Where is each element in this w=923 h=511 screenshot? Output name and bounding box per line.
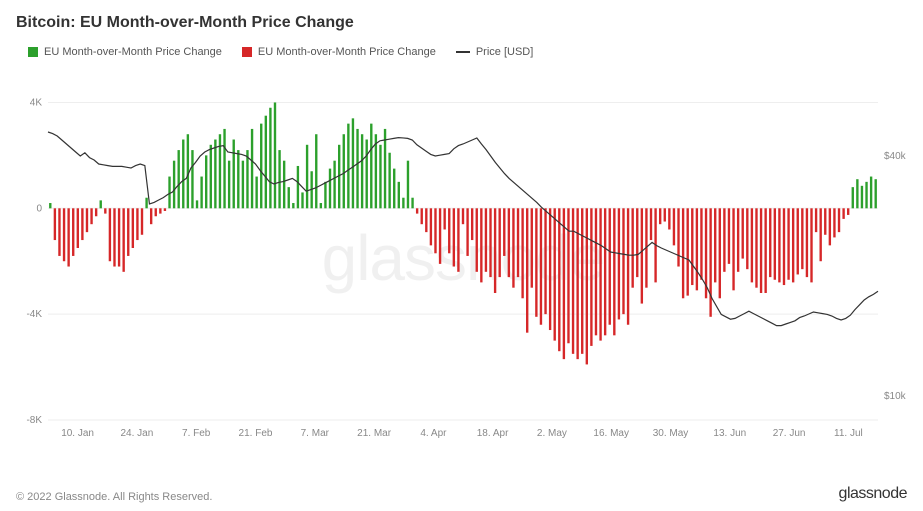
svg-text:7. Mar: 7. Mar: [301, 428, 330, 439]
svg-text:30. May: 30. May: [653, 428, 689, 439]
legend-label-negative: EU Month-over-Month Price Change: [258, 46, 436, 58]
svg-text:-4K: -4K: [26, 309, 42, 320]
svg-text:$40k: $40k: [884, 151, 907, 162]
svg-text:2. May: 2. May: [537, 428, 567, 439]
legend-item-positive: EU Month-over-Month Price Change: [28, 46, 222, 58]
svg-text:16. May: 16. May: [593, 428, 629, 439]
svg-text:21. Mar: 21. Mar: [357, 428, 392, 439]
chart-area: glassnode -8K-4K04K$10k$40k10. Jan24. Ja…: [48, 68, 878, 448]
svg-text:0: 0: [36, 203, 42, 214]
svg-text:13. Jun: 13. Jun: [713, 428, 746, 439]
svg-text:27. Jun: 27. Jun: [773, 428, 806, 439]
svg-text:24. Jan: 24. Jan: [120, 428, 153, 439]
chart-title: Bitcoin: EU Month-over-Month Price Chang…: [0, 0, 923, 32]
footer: © 2022 Glassnode. All Rights Reserved. g…: [16, 485, 907, 503]
legend-swatch-positive: [28, 47, 38, 57]
svg-text:21. Feb: 21. Feb: [239, 428, 273, 439]
legend-label-price: Price [USD]: [476, 46, 533, 58]
legend: EU Month-over-Month Price Change EU Mont…: [0, 32, 923, 64]
chart-svg: -8K-4K04K$10k$40k10. Jan24. Jan7. Feb21.…: [48, 68, 878, 448]
brand-logo: glassnode: [839, 485, 907, 503]
svg-text:4K: 4K: [30, 97, 43, 108]
svg-text:11. Jul: 11. Jul: [834, 428, 863, 439]
legend-label-positive: EU Month-over-Month Price Change: [44, 46, 222, 58]
copyright-text: © 2022 Glassnode. All Rights Reserved.: [16, 491, 212, 503]
svg-text:$10k: $10k: [884, 391, 907, 402]
legend-swatch-negative: [242, 47, 252, 57]
legend-swatch-price: [456, 51, 470, 53]
legend-item-negative: EU Month-over-Month Price Change: [242, 46, 436, 58]
svg-text:18. Apr: 18. Apr: [477, 428, 509, 439]
svg-text:10. Jan: 10. Jan: [61, 428, 94, 439]
svg-text:7. Feb: 7. Feb: [182, 428, 211, 439]
legend-item-price: Price [USD]: [456, 46, 533, 58]
svg-text:-8K: -8K: [26, 415, 42, 426]
svg-text:4. Apr: 4. Apr: [420, 428, 447, 439]
